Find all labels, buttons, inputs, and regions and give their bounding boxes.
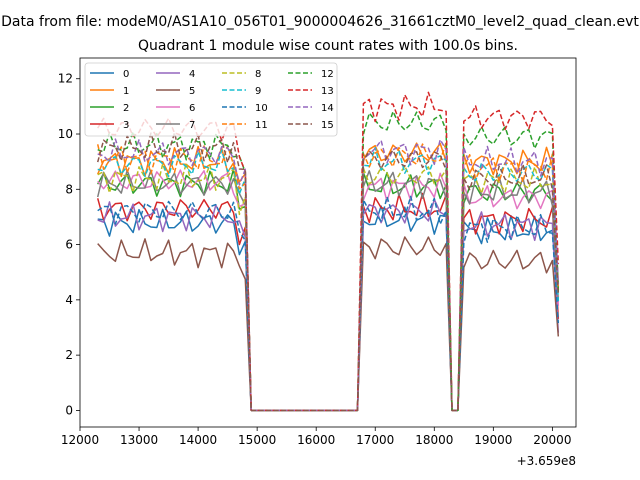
legend-label-2: 2 [123,103,129,114]
legend-label-1: 1 [123,86,129,97]
y-axis: 0 2 4 6 8 10 12 [58,72,80,417]
series-line-15 [96,132,560,412]
legend-label-0: 0 [123,69,129,80]
x-tick-label: 19000 [474,433,512,447]
x-tick-label: 12000 [61,433,99,447]
x-tick-label: 13000 [120,433,158,447]
legend-label-13: 13 [321,86,334,97]
legend-label-6: 6 [189,103,195,114]
y-tick-label: 12 [58,72,73,86]
x-offset-label: +3.659e8 [517,454,576,468]
y-tick-label: 4 [65,293,73,307]
x-tick-label: 17000 [356,433,394,447]
legend-label-3: 3 [123,120,129,131]
legend-label-8: 8 [255,69,261,80]
y-tick-label: 10 [58,127,73,141]
series-layer [96,91,560,412]
x-tick-label: 15000 [238,433,276,447]
x-tick-label: 14000 [179,433,217,447]
legend-label-15: 15 [321,120,334,131]
series-line-10 [97,195,560,412]
legend-label-7: 7 [189,120,195,131]
legend-label-10: 10 [255,103,268,114]
legend-label-5: 5 [189,86,195,97]
legend-label-12: 12 [321,69,334,80]
x-tick-label: 16000 [297,433,335,447]
chart-title: Quadrant 1 module wise count rates with … [138,38,518,54]
plot-frame [79,57,577,428]
x-tick-label: 20000 [533,433,571,447]
legend-label-14: 14 [321,103,334,114]
y-tick-label: 6 [65,238,73,252]
y-tick-label: 2 [65,348,73,362]
x-tick-label: 18000 [415,433,453,447]
y-tick-label: 0 [65,403,73,417]
legend-frame [84,62,338,137]
x-axis: 12000 13000 14000 15000 16000 17000 18000 19000… [61,427,571,447]
legend-label-9: 9 [255,86,261,97]
figure-suptitle: Data from file: modeM0/AS1A10_056T01_900… [1,14,639,30]
series-line-8 [97,162,560,412]
legend-label-11: 11 [255,120,268,131]
legend-label-4: 4 [189,69,195,80]
y-tick-label: 8 [65,182,73,196]
